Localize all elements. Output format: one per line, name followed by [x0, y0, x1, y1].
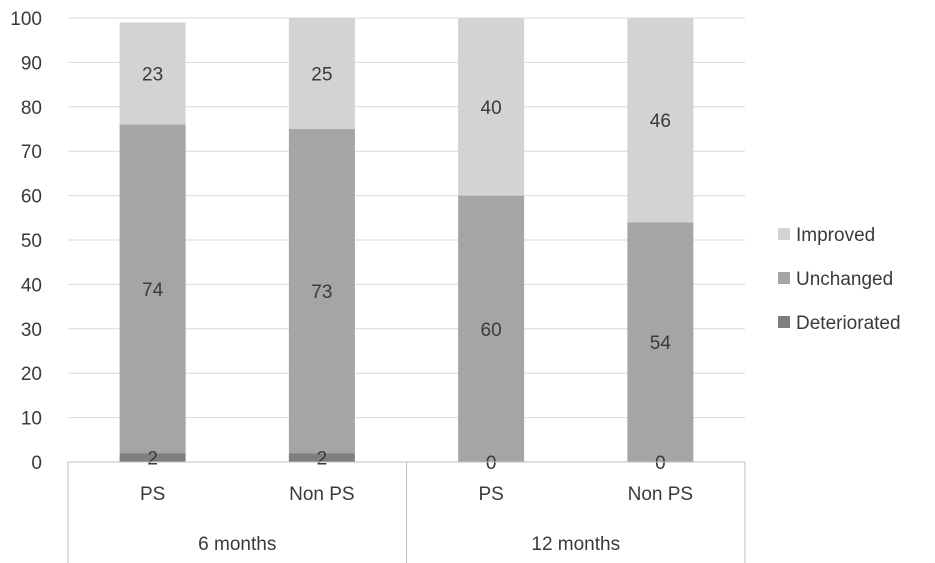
x-group-label: 6 months — [198, 534, 276, 555]
data-label: 74 — [142, 280, 164, 301]
legend-label: Unchanged — [796, 269, 893, 290]
bar-segment — [458, 18, 525, 196]
legend-swatch — [778, 316, 790, 328]
y-axis-tick-labels: 0 10 20 30 40 50 60 70 80 90 100 — [10, 9, 42, 474]
legend-swatch — [778, 228, 790, 240]
bar-segment — [288, 18, 355, 129]
x-category-label: Non PS — [628, 484, 693, 505]
y-tick-label: 100 — [10, 9, 42, 30]
x-category-label: Non PS — [289, 484, 354, 505]
bar-segment — [119, 124, 186, 454]
bar-segment — [458, 195, 525, 462]
data-labels: 2 74 23 2 73 25 0 60 40 0 54 46 — [142, 65, 671, 475]
legend-label: Improved — [796, 225, 875, 246]
bar-segment — [288, 453, 355, 462]
bar-segment — [119, 453, 186, 462]
legend-label: Deteriorated — [796, 313, 901, 334]
data-label: 0 — [655, 453, 666, 474]
y-tick-label: 20 — [21, 364, 42, 385]
y-tick-label: 80 — [21, 98, 42, 119]
y-tick-label: 90 — [21, 53, 42, 74]
x-axis: PS Non PS PS Non PS 6 months 12 months — [67, 461, 746, 563]
y-tick-label: 60 — [21, 187, 42, 208]
y-tick-label: 10 — [21, 409, 42, 430]
data-label: 0 — [486, 453, 497, 474]
bar-segment — [288, 129, 355, 454]
data-label: 73 — [311, 282, 332, 303]
data-label: 2 — [317, 449, 328, 470]
legend-swatch — [778, 272, 790, 284]
bar-segment — [627, 18, 694, 223]
bar-segment — [119, 22, 186, 125]
data-label: 46 — [650, 111, 671, 132]
x-category-label: PS — [478, 484, 503, 505]
data-label: 25 — [311, 65, 332, 86]
y-tick-label: 70 — [21, 142, 42, 163]
legend: Improved Unchanged Deteriorated — [778, 225, 901, 334]
y-tick-label: 40 — [21, 275, 42, 296]
bar-segment — [627, 222, 694, 462]
data-label: 54 — [650, 333, 672, 354]
x-group-label: 12 months — [531, 534, 620, 555]
y-tick-label: 0 — [31, 453, 42, 474]
data-label: 2 — [147, 449, 158, 470]
y-tick-label: 50 — [21, 231, 42, 252]
x-category-label: PS — [140, 484, 165, 505]
y-tick-label: 30 — [21, 320, 42, 341]
data-label: 40 — [481, 98, 502, 119]
bars — [119, 18, 694, 462]
data-label: 60 — [481, 320, 502, 341]
data-label: 23 — [142, 65, 163, 86]
